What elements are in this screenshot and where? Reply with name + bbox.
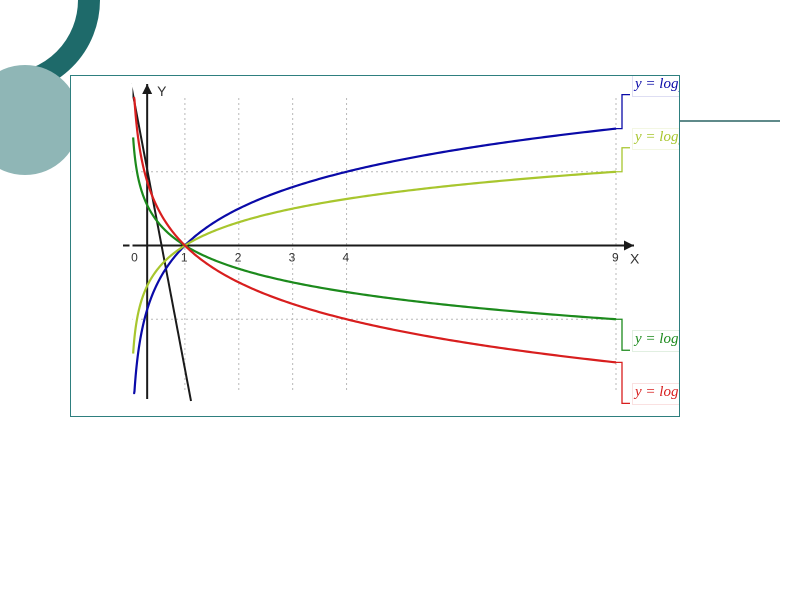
equation-label-log3: y = log3 x [632,128,679,150]
slide: { "decor": { "outer_ring": {"cx": 5, "cy… [0,0,800,600]
equation-label-log1_3: y = log 1⁄3 x [632,330,679,352]
equation-label-log1_2: y = log 1⁄2 x [632,383,679,405]
svg-text:1: 1 [181,251,188,265]
svg-text:9: 9 [612,251,619,265]
log-chart: Y X 0 1 2 3 4 9 y = log2 x y = log3 x y = log 1⁄3 … [70,75,680,417]
svg-text:3: 3 [289,251,296,265]
equation-label-log2: y = log2 x [632,76,679,97]
chart-svg: Y X 0 1 2 3 4 9 y = log2 x y = log3 x y = log 1⁄3 … [71,76,679,416]
svg-text:0: 0 [131,251,138,265]
svg-text:Y: Y [157,83,167,99]
decor-disc [0,65,80,175]
svg-text:X: X [630,251,640,267]
svg-text:2: 2 [235,251,242,265]
svg-text:4: 4 [343,251,350,265]
